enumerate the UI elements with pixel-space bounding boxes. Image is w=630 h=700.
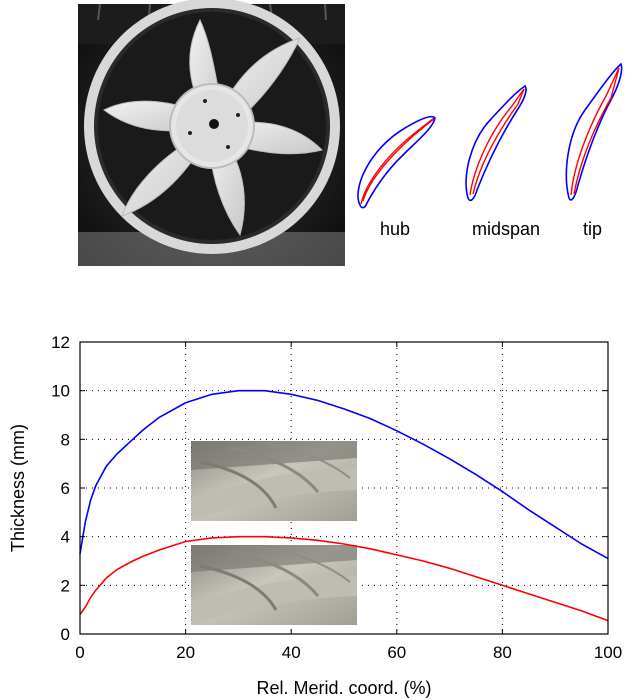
x-tick-label: 80 (493, 643, 512, 662)
y-tick-label: 8 (61, 430, 70, 449)
series-lines (79, 389, 609, 622)
y-tick-label: 4 (61, 528, 70, 547)
profile-label-hub: hub (380, 219, 410, 239)
y-tick-label: 0 (61, 625, 70, 644)
series-line-1 (79, 389, 609, 560)
x-axis-label: Rel. Merid. coord. (%) (256, 678, 431, 698)
series-line-2 (79, 535, 609, 622)
blade-profile-hub (357, 115, 436, 209)
x-axis-ticks: 0 20 40 60 80 100 (75, 342, 622, 662)
x-tick-label: 60 (387, 643, 406, 662)
inset-photo-lower (191, 545, 357, 625)
y-axis-label: Thickness (mm) (8, 424, 28, 552)
thickness-chart: 0 20 40 60 80 100 0 2 4 6 8 10 12 Rel. Merid. coord… (8, 333, 622, 698)
y-tick-label: 2 (61, 576, 70, 595)
y-tick-label: 12 (51, 333, 70, 352)
x-tick-label: 0 (75, 643, 84, 662)
profile-label-tip: tip (583, 219, 602, 239)
y-tick-label: 10 (51, 382, 70, 401)
x-tick-label: 40 (282, 643, 301, 662)
fan-photo (78, 0, 345, 266)
y-axis-ticks: 0 2 4 6 8 10 12 (51, 333, 608, 644)
x-tick-label: 20 (176, 643, 195, 662)
y-tick-label: 6 (61, 479, 70, 498)
x-tick-label: 100 (594, 643, 622, 662)
blade-profile-tip (565, 62, 623, 201)
profile-label-midspan: midspan (472, 219, 540, 239)
inset-photo-upper (191, 441, 357, 521)
blade-profile-midspan (465, 84, 527, 202)
